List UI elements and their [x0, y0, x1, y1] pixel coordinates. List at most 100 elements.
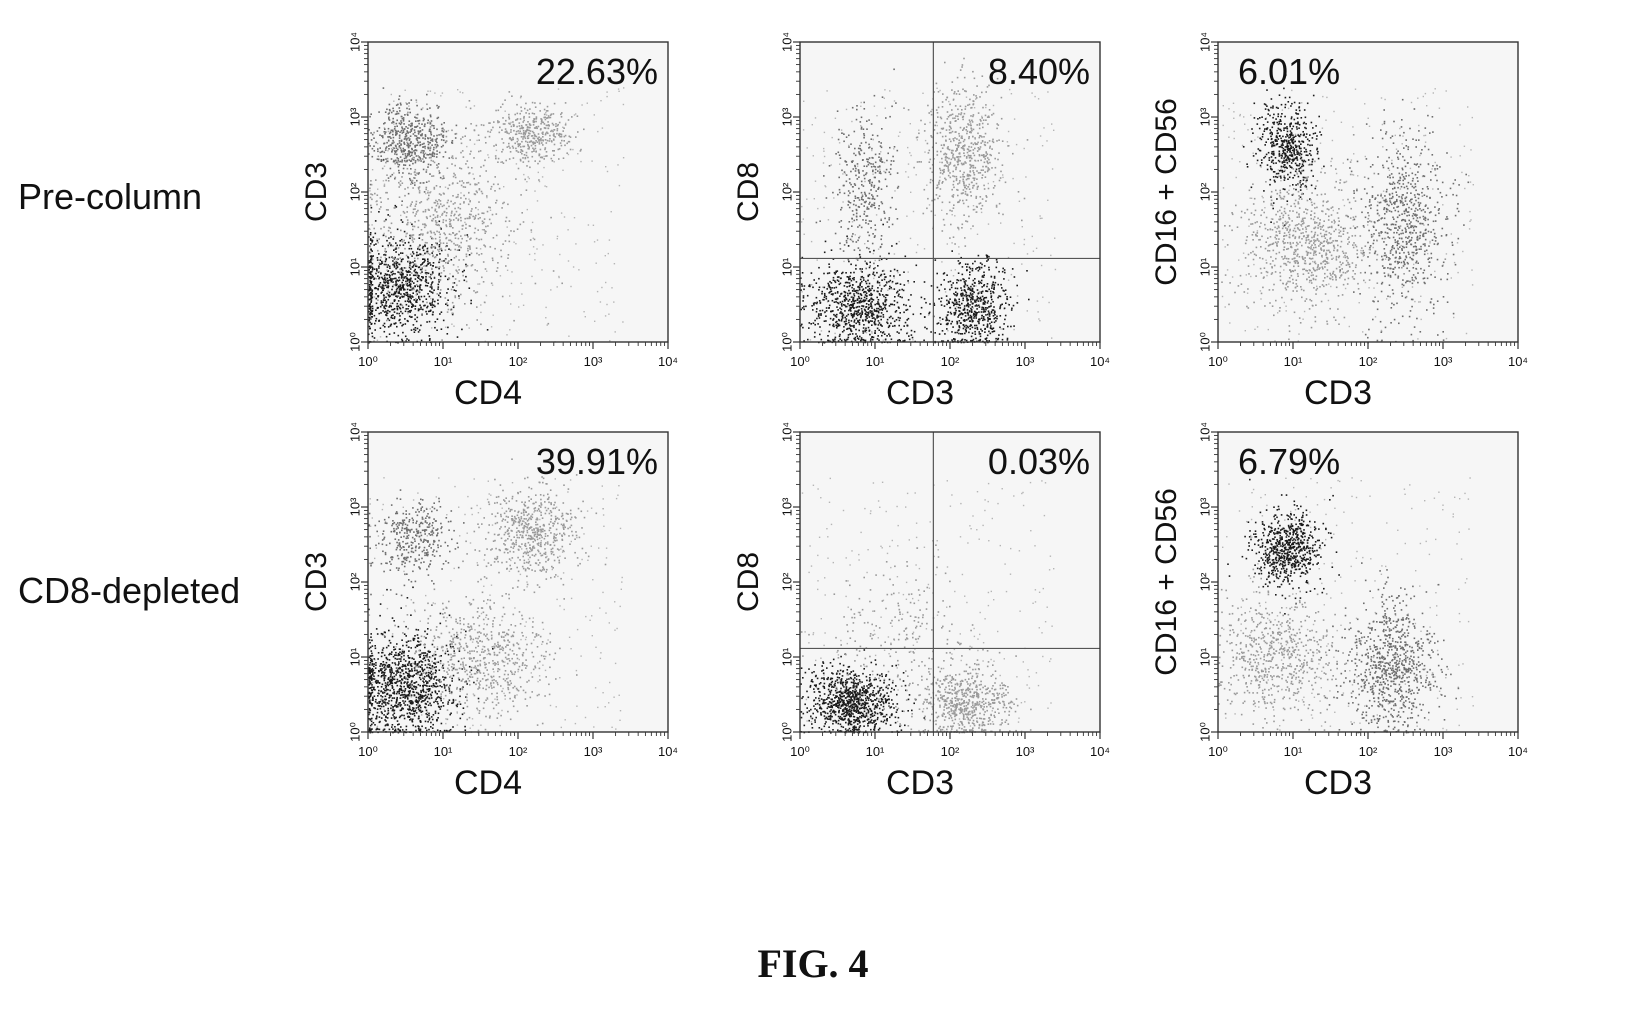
scatter-point — [481, 192, 484, 195]
scatter-point — [492, 126, 494, 129]
scatter-point — [422, 262, 424, 264]
scatter-point — [446, 302, 448, 304]
scatter-point — [859, 278, 862, 281]
scatter-point — [859, 144, 861, 147]
scatter-point — [856, 108, 858, 111]
scatter-point — [546, 131, 548, 134]
scatter-point — [865, 295, 868, 297]
scatter-point — [397, 163, 399, 166]
scatter-point — [390, 243, 392, 246]
scatter-point — [836, 279, 839, 281]
scatter-point — [433, 188, 436, 190]
scatter-point — [415, 138, 418, 140]
scatter-point — [970, 115, 972, 117]
scatter-point — [506, 226, 508, 228]
scatter-point — [538, 142, 541, 144]
scatter-point — [407, 111, 409, 114]
scatter-point — [974, 311, 977, 313]
scatter-point — [870, 292, 872, 295]
scatter-point — [823, 155, 826, 158]
scatter-point — [823, 147, 825, 150]
scatter-point — [969, 304, 971, 306]
scatter-point — [950, 322, 952, 325]
scatter-point — [865, 267, 867, 270]
scatter-point — [378, 208, 381, 210]
scatter-point — [523, 119, 525, 122]
scatter-point — [899, 296, 902, 298]
scatter-point — [433, 127, 435, 129]
scatter-point — [388, 294, 390, 296]
scatter-point — [445, 207, 448, 210]
scatter-point — [384, 248, 387, 250]
scatter-point — [413, 263, 416, 266]
scatter-point — [434, 92, 436, 94]
scatter-point — [851, 295, 853, 298]
scatter-point — [955, 150, 957, 152]
scatter-point — [414, 168, 417, 171]
scatter-point — [404, 194, 406, 197]
scatter-point — [532, 124, 535, 126]
scatter-point — [983, 308, 985, 310]
scatter-point — [834, 338, 836, 340]
scatter-point — [442, 219, 445, 221]
scatter-point — [426, 198, 429, 201]
scatter-point — [571, 116, 573, 118]
scatter-point — [906, 215, 908, 217]
scatter-point — [1009, 296, 1012, 298]
scatter-point — [823, 251, 826, 254]
scatter-point — [431, 287, 433, 290]
scatter-point — [558, 276, 560, 279]
scatter-point — [866, 246, 868, 249]
scatter-point — [477, 182, 480, 184]
scatter-point — [938, 181, 940, 184]
scatter-point — [874, 235, 876, 237]
scatter-point — [513, 129, 515, 132]
scatter-point — [863, 213, 865, 215]
scatter-point — [402, 323, 404, 326]
scatter-point — [940, 323, 942, 325]
scatter-point — [384, 273, 387, 275]
scatter-point — [404, 293, 406, 296]
scatter-point — [992, 330, 995, 333]
scatter-point — [544, 147, 547, 149]
scatter-point — [438, 281, 440, 283]
scatter-point — [936, 322, 939, 325]
scatter-point — [410, 141, 412, 144]
scatter-point — [890, 286, 892, 289]
scatter-point — [404, 160, 407, 163]
scatter-point — [427, 147, 430, 150]
scatter-point — [392, 281, 394, 283]
scatter-point — [414, 221, 416, 223]
scatter-point — [848, 282, 851, 284]
scatter-point — [847, 327, 849, 330]
scatter-point — [839, 248, 842, 250]
scatter-point — [437, 248, 439, 251]
scatter-point — [975, 312, 977, 314]
scatter-point — [416, 280, 419, 283]
scatter-point — [370, 206, 373, 209]
scatter-point — [957, 306, 960, 309]
scatter-point — [396, 307, 399, 310]
scatter-point — [534, 135, 536, 137]
scatter-point — [964, 332, 966, 335]
scatter-point — [375, 268, 378, 270]
scatter-point — [860, 276, 863, 278]
scatter-point — [406, 223, 408, 226]
scatter-point — [943, 272, 946, 274]
scatter-point — [1013, 276, 1016, 278]
scatter-point — [387, 180, 390, 182]
scatter-point — [985, 106, 987, 109]
scatter-point — [441, 205, 444, 208]
scatter-point — [380, 272, 382, 274]
scatter-point — [451, 323, 453, 325]
scatter-point — [445, 225, 448, 228]
scatter-point — [412, 241, 414, 243]
scatter-point — [420, 150, 423, 152]
scatter-point — [402, 129, 405, 132]
scatter-point — [879, 168, 881, 170]
scatter-point — [843, 329, 845, 332]
scatter-point — [421, 129, 424, 131]
scatter-point — [371, 293, 373, 295]
scatter-point — [846, 338, 848, 341]
scatter-point — [567, 119, 570, 121]
